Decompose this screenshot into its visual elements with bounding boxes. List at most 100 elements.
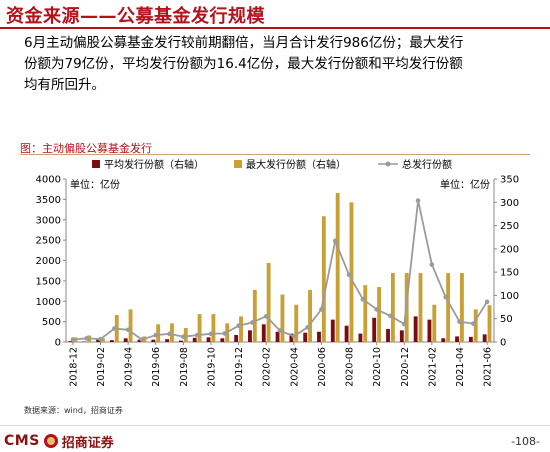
point-total <box>305 325 310 330</box>
bar-max <box>432 304 437 342</box>
bar-avg <box>358 333 363 342</box>
bar-max <box>101 338 105 342</box>
bar-max <box>446 273 451 342</box>
point-total <box>181 334 186 340</box>
point-total <box>374 307 379 312</box>
point-total <box>70 337 76 342</box>
bar-max <box>335 192 340 342</box>
x-tick-label: 2019-02 <box>96 347 107 387</box>
x-tick-label: 2021-06 <box>483 347 494 387</box>
left-tick-label: 4000 <box>36 175 61 186</box>
bar-avg <box>372 317 377 342</box>
bar-avg <box>261 324 266 342</box>
x-tick-label: 2019-08 <box>179 347 190 387</box>
bar-max <box>349 202 354 342</box>
bar-avg <box>165 339 170 342</box>
bar-max <box>321 216 326 342</box>
chart-panel: 图：主动偏股公募基金发行 平均发行份额（右轴） 最大发行份额（右轴） 总发行份额 单位… <box>20 137 530 395</box>
point-total <box>263 314 269 319</box>
point-total <box>222 331 228 336</box>
point-total <box>98 336 103 342</box>
x-tick-label: 2020-10 <box>372 347 383 387</box>
bar-avg <box>220 338 225 342</box>
left-tick-label: 3500 <box>36 195 61 206</box>
bar-max <box>266 262 271 342</box>
x-tick-label: 2019-10 <box>206 347 217 387</box>
point-total <box>139 337 145 342</box>
point-total <box>429 262 435 267</box>
bar-avg <box>234 335 239 342</box>
bar-max <box>459 273 464 342</box>
point-total <box>470 321 476 326</box>
point-total <box>360 296 366 302</box>
point-total <box>401 321 407 327</box>
right-tick-label: 0 <box>500 338 506 349</box>
point-total <box>250 320 255 325</box>
slide-header: 资金来源——公募基金发行规模 <box>0 0 550 29</box>
bar-max <box>377 287 382 342</box>
x-tick-label: 2021-04 <box>455 347 466 387</box>
cms-logo: CMS 招商证券 <box>4 430 114 452</box>
left-tick-label: 500 <box>42 317 61 328</box>
bar-avg <box>96 339 101 342</box>
point-total <box>208 331 214 337</box>
legend-label-max: 最大发行份额（右轴） <box>246 158 346 171</box>
x-tick-label: 2020-02 <box>262 347 273 387</box>
right-tick-label: 200 <box>500 244 519 255</box>
x-tick-label: 2021-02 <box>427 347 438 387</box>
chart-divider <box>20 154 530 155</box>
right-axis-unit: 单位：亿份 <box>440 178 490 191</box>
x-tick-label: 2019-06 <box>151 347 162 387</box>
bar-avg <box>151 339 156 342</box>
point-total <box>388 313 393 319</box>
bar-max <box>197 314 202 342</box>
bar-max <box>128 309 133 342</box>
left-tick-label: 1000 <box>36 297 61 308</box>
left-axis-unit: 单位：亿份 <box>70 178 120 191</box>
point-total <box>484 299 490 305</box>
right-tick-label: 100 <box>500 291 519 302</box>
point-total <box>457 319 462 324</box>
summary-line-2: 份额为79亿份，平均发行份额为16.4亿份，最大发行份额和平均发行份额 <box>24 56 463 72</box>
right-tick-label: 250 <box>500 221 519 232</box>
legend-swatch-avg <box>92 160 100 168</box>
x-tick-label: 2020-06 <box>317 347 328 387</box>
bar-max <box>252 289 257 342</box>
logo-mark-icon <box>43 434 58 448</box>
point-total <box>112 326 117 331</box>
right-tick-label: 50 <box>500 314 513 325</box>
data-source: 数据来源：wind，招商证券 <box>24 406 123 415</box>
left-tick-label: 2000 <box>36 256 61 267</box>
left-tick-label: 1500 <box>36 276 61 287</box>
bar-avg <box>248 330 252 342</box>
chart-heading: 图：主动偏股公募基金发行 <box>20 142 152 155</box>
x-tick-label: 2019-12 <box>234 347 245 387</box>
x-tick-label: 2020-04 <box>289 347 300 387</box>
left-tick-label: 2500 <box>36 236 61 247</box>
summary-text: 6月主动偏股公募基金发行较前期翻倍，当月合计发行986亿份；最大发行 份额为79… <box>24 33 534 96</box>
x-tick-label: 2020-08 <box>345 347 356 387</box>
point-total <box>277 328 283 333</box>
bar-max <box>308 289 312 342</box>
bar-avg <box>413 316 418 342</box>
page-number: -108- <box>511 435 540 448</box>
bar-max <box>473 309 478 342</box>
x-tick-label: 2018-12 <box>68 347 79 387</box>
bar-avg <box>275 331 280 342</box>
bar-avg <box>330 319 335 342</box>
bar-max <box>156 324 161 342</box>
bar-avg <box>137 339 142 342</box>
legend-swatch-max <box>234 160 242 168</box>
bar-avg <box>455 336 459 342</box>
point-total <box>153 332 159 338</box>
point-total <box>291 333 297 339</box>
bar-max <box>280 294 285 342</box>
slide-title: 资金来源——公募基金发行规模 <box>6 6 265 27</box>
footer-rule <box>0 425 550 426</box>
point-total <box>415 198 421 203</box>
point-total <box>319 307 324 312</box>
bar-avg <box>289 333 294 342</box>
legend-label-total: 总发行份额 <box>402 158 452 171</box>
point-total <box>332 238 338 244</box>
bar-avg <box>344 325 349 342</box>
